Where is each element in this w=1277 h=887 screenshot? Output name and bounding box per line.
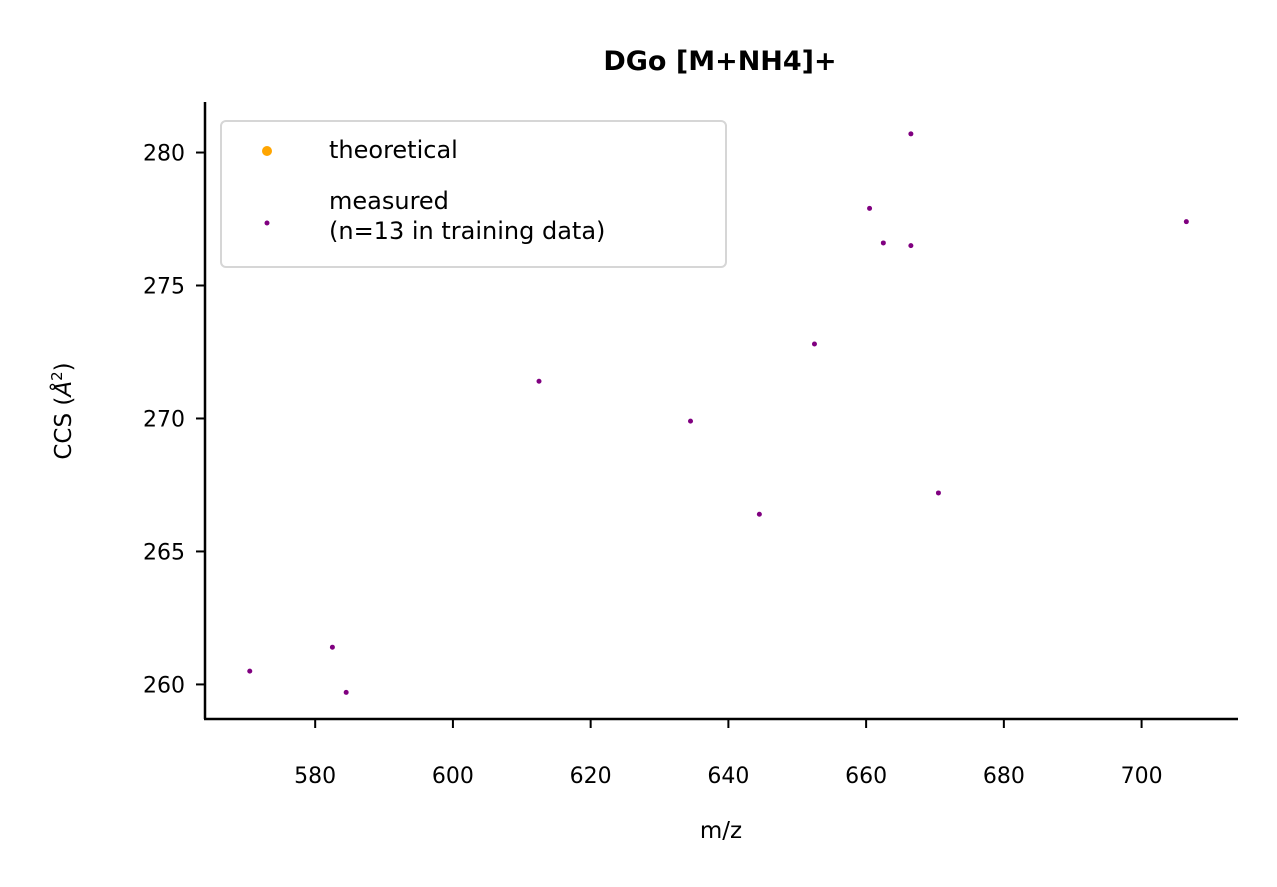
data-points xyxy=(247,131,1189,695)
data-point xyxy=(867,205,873,211)
y-ticks: 260 265 270 275 280 xyxy=(143,142,205,698)
x-tick-label: 620 xyxy=(570,764,612,789)
legend-label-measured: measured (n=13 in training data) xyxy=(329,187,605,245)
x-tick-label: 700 xyxy=(1121,764,1163,789)
data-point xyxy=(536,378,542,384)
y-tick-label: 280 xyxy=(143,142,185,167)
legend-frame xyxy=(220,120,727,268)
data-point xyxy=(935,490,941,496)
legend-label-theoretical: theoretical xyxy=(329,136,458,164)
y-axis-label-unit: Å xyxy=(49,381,77,399)
x-ticks: 580 600 620 640 660 680 700 xyxy=(294,719,1163,789)
y-tick-label: 265 xyxy=(143,540,185,565)
data-point xyxy=(908,131,914,137)
data-point xyxy=(756,511,762,517)
y-tick-label: 270 xyxy=(143,407,185,432)
data-point xyxy=(811,341,817,347)
data-point xyxy=(1183,219,1189,225)
data-point xyxy=(880,240,886,246)
y-axis-label: CCS (Å2) xyxy=(48,362,77,459)
x-tick-label: 660 xyxy=(845,764,887,789)
x-tick-label: 680 xyxy=(983,764,1025,789)
y-axis-label-exponent: 2 xyxy=(48,371,66,381)
y-axis-label-prefix: CCS ( xyxy=(51,397,77,460)
data-point xyxy=(688,418,694,424)
chart-title: DGo [M+NH4]+ xyxy=(603,46,836,77)
y-tick-label: 260 xyxy=(143,673,185,698)
legend-marker-measured xyxy=(264,220,270,226)
y-tick-label: 275 xyxy=(143,275,185,300)
x-tick-label: 600 xyxy=(432,764,474,789)
legend: theoretical measured (n=13 in training da… xyxy=(220,120,727,268)
data-point xyxy=(247,668,253,674)
legend-marker-theoretical xyxy=(262,146,272,156)
x-tick-label: 580 xyxy=(294,764,336,789)
y-axis-label-suffix: ) xyxy=(51,362,77,371)
data-point xyxy=(908,243,914,249)
legend-label-line: measured xyxy=(329,187,449,215)
x-tick-label: 640 xyxy=(707,764,749,789)
axes xyxy=(203,102,1238,721)
x-axis-label: m/z xyxy=(700,818,742,844)
data-point xyxy=(343,689,349,695)
data-point xyxy=(329,644,335,650)
legend-label-line: (n=13 in training data) xyxy=(329,217,605,245)
